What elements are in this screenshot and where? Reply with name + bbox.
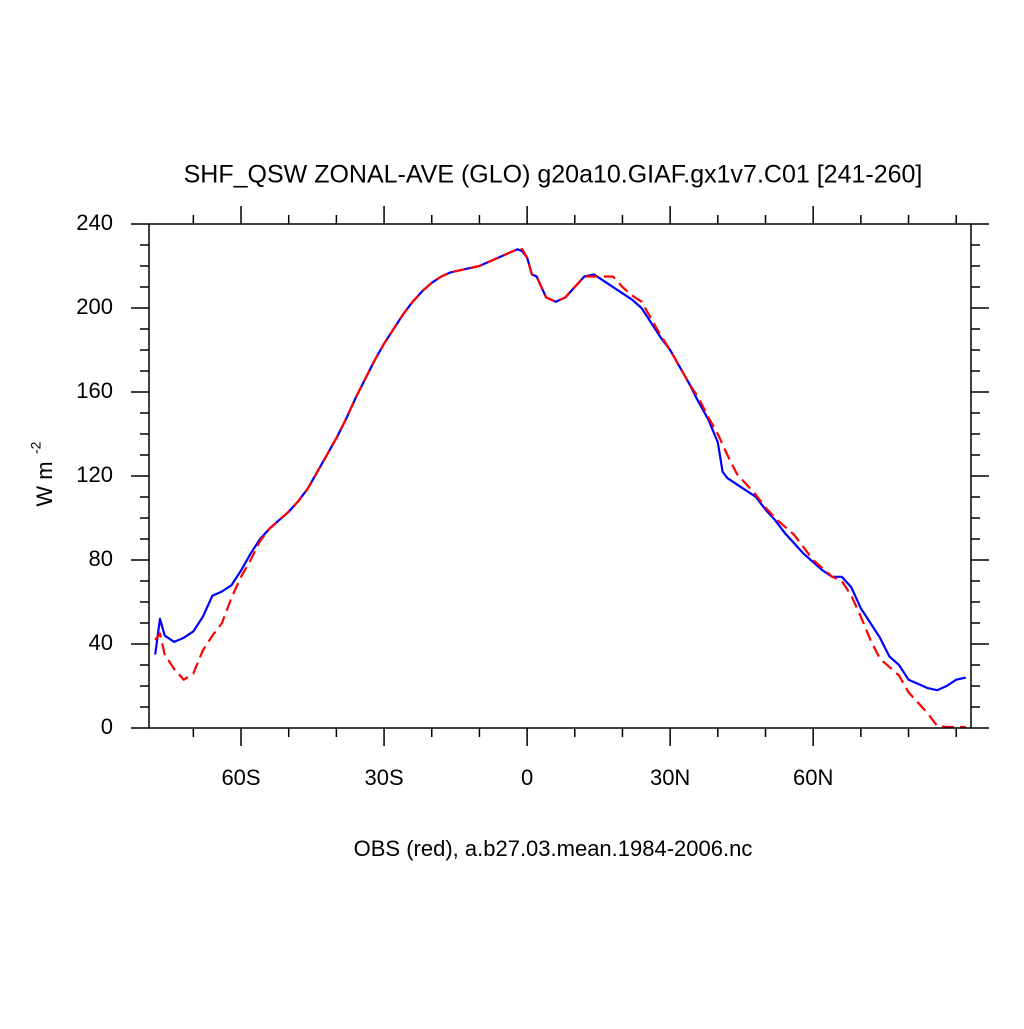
y-axis-label-group: W m -2 bbox=[28, 441, 57, 506]
x-axis-label: OBS (red), a.b27.03.mean.1984-2006.nc bbox=[354, 836, 753, 861]
x-tick-label: 0 bbox=[521, 765, 533, 790]
x-tick-label: 30N bbox=[650, 765, 690, 790]
x-tick-label: 60N bbox=[793, 765, 833, 790]
y-axis-label-sup: -2 bbox=[28, 441, 44, 454]
plot-frame bbox=[148, 223, 972, 729]
y-tick-label: 120 bbox=[76, 462, 113, 487]
y-tick-label: 240 bbox=[76, 210, 113, 235]
y-tick-label: 160 bbox=[76, 378, 113, 403]
chart-title: SHF_QSW ZONAL-AVE (GLO) g20a10.GIAF.gx1v… bbox=[184, 161, 923, 189]
y-axis-label: W m bbox=[32, 461, 57, 506]
y-tick-label: 0 bbox=[101, 714, 113, 739]
y-tick-label: 40 bbox=[89, 630, 113, 655]
x-tick-label: 60S bbox=[221, 765, 260, 790]
y-tick-label: 80 bbox=[89, 546, 113, 571]
series-line bbox=[154, 248, 966, 692]
x-tick-label: 30S bbox=[364, 765, 403, 790]
y-tick-label: 200 bbox=[76, 294, 113, 319]
series-line bbox=[154, 248, 966, 729]
